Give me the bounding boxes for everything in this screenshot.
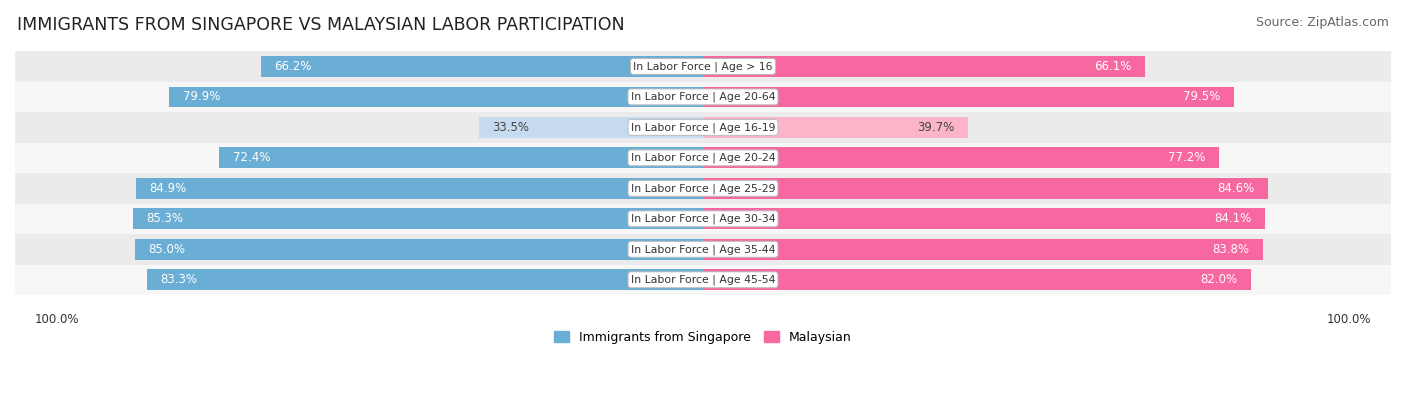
- Text: 83.8%: 83.8%: [1212, 243, 1250, 256]
- Bar: [703, 117, 969, 138]
- Text: In Labor Force | Age 16-19: In Labor Force | Age 16-19: [631, 122, 775, 133]
- Text: In Labor Force | Age 20-24: In Labor Force | Age 20-24: [631, 152, 775, 163]
- Text: 33.5%: 33.5%: [492, 121, 530, 134]
- Text: 100.0%: 100.0%: [1326, 313, 1371, 326]
- Text: 82.0%: 82.0%: [1201, 273, 1237, 286]
- Bar: [703, 178, 1268, 199]
- Bar: [0, 51, 1406, 82]
- Text: 66.2%: 66.2%: [274, 60, 312, 73]
- Bar: [0, 82, 1406, 112]
- Text: 84.9%: 84.9%: [149, 182, 187, 195]
- Text: 39.7%: 39.7%: [918, 121, 955, 134]
- Text: In Labor Force | Age 45-54: In Labor Force | Age 45-54: [631, 275, 775, 285]
- Bar: [0, 112, 1406, 143]
- Bar: [703, 87, 1234, 107]
- Bar: [0, 234, 1406, 265]
- Bar: [146, 269, 703, 290]
- Text: 79.5%: 79.5%: [1184, 90, 1220, 103]
- Bar: [703, 147, 1219, 168]
- Bar: [0, 265, 1406, 295]
- Text: In Labor Force | Age 25-29: In Labor Force | Age 25-29: [631, 183, 775, 194]
- Text: 77.2%: 77.2%: [1168, 151, 1205, 164]
- Bar: [703, 56, 1144, 77]
- Bar: [135, 239, 703, 260]
- Bar: [703, 269, 1251, 290]
- Text: Source: ZipAtlas.com: Source: ZipAtlas.com: [1256, 16, 1389, 29]
- Bar: [136, 178, 703, 199]
- Bar: [0, 173, 1406, 203]
- Text: 83.3%: 83.3%: [160, 273, 197, 286]
- Text: 66.1%: 66.1%: [1094, 60, 1132, 73]
- Text: 84.6%: 84.6%: [1218, 182, 1254, 195]
- Bar: [0, 143, 1406, 173]
- Text: In Labor Force | Age 20-64: In Labor Force | Age 20-64: [631, 92, 775, 102]
- Bar: [169, 87, 703, 107]
- Bar: [219, 147, 703, 168]
- Legend: Immigrants from Singapore, Malaysian: Immigrants from Singapore, Malaysian: [550, 326, 856, 349]
- Bar: [703, 239, 1263, 260]
- Bar: [0, 203, 1406, 234]
- Bar: [479, 117, 703, 138]
- Text: 100.0%: 100.0%: [35, 313, 80, 326]
- Bar: [134, 209, 703, 229]
- Text: 85.3%: 85.3%: [146, 213, 184, 225]
- Bar: [703, 209, 1265, 229]
- Text: In Labor Force | Age > 16: In Labor Force | Age > 16: [633, 61, 773, 71]
- Text: 85.0%: 85.0%: [149, 243, 186, 256]
- Text: 84.1%: 84.1%: [1215, 213, 1251, 225]
- Text: In Labor Force | Age 30-34: In Labor Force | Age 30-34: [631, 214, 775, 224]
- Text: IMMIGRANTS FROM SINGAPORE VS MALAYSIAN LABOR PARTICIPATION: IMMIGRANTS FROM SINGAPORE VS MALAYSIAN L…: [17, 16, 624, 34]
- Bar: [260, 56, 703, 77]
- Text: 79.9%: 79.9%: [183, 90, 219, 103]
- Text: 72.4%: 72.4%: [233, 151, 270, 164]
- Text: In Labor Force | Age 35-44: In Labor Force | Age 35-44: [631, 244, 775, 254]
